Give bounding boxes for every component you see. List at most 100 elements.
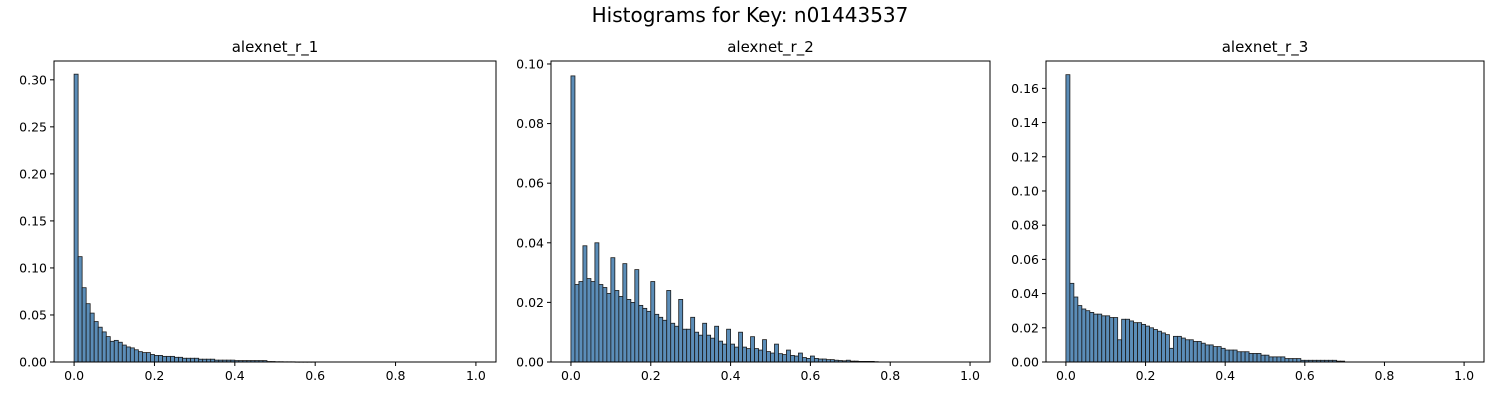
histogram-bar [1272, 356, 1278, 363]
histogram-bar [1232, 349, 1238, 363]
y-tick-label: 0.05 [19, 307, 47, 322]
histogram-bar [1292, 358, 1298, 363]
histogram-bar [686, 328, 692, 363]
histogram-bar [734, 346, 739, 363]
histogram-bar [762, 339, 767, 363]
histogram-bar [1149, 327, 1154, 363]
histogram-bar [570, 75, 576, 363]
histogram-bar [806, 358, 811, 363]
histogram-bar [113, 339, 119, 363]
histogram-bar [738, 331, 743, 363]
panel-title: alexnet_r_3 [1222, 38, 1309, 57]
histogram-bar [133, 349, 139, 363]
histogram-bar [1081, 308, 1087, 363]
histogram-bar [1280, 356, 1286, 363]
histogram-bar [586, 278, 592, 363]
histogram-bar [678, 299, 684, 363]
x-tick-label: 1.0 [960, 368, 980, 383]
histogram-bar [1200, 342, 1206, 363]
histogram-bar [742, 346, 747, 363]
y-tick-label: 0.20 [19, 166, 47, 181]
y-tick-label: 0.25 [19, 119, 47, 134]
y-tick-label: 0.16 [1011, 81, 1039, 96]
histogram-bar [650, 281, 656, 363]
histogram-bar [694, 331, 700, 363]
histogram-bar [770, 352, 775, 363]
histogram-bar [794, 355, 799, 363]
histogram-bar [746, 348, 751, 363]
histogram-bar [618, 296, 624, 363]
histogram-bar [1121, 318, 1127, 363]
histogram-bar [81, 287, 87, 363]
histogram-bar [614, 290, 620, 363]
histogram-bar [1244, 351, 1250, 363]
x-tick-label: 0.8 [386, 368, 406, 383]
histogram-bar [1208, 344, 1214, 363]
y-tick-label: 0.14 [1011, 115, 1039, 130]
histogram-bar [706, 334, 712, 363]
histogram-bar [174, 356, 179, 363]
histogram-bar [137, 351, 143, 363]
x-tick-label: 0.6 [305, 368, 325, 383]
histogram-bar [774, 343, 779, 363]
histogram-bar [726, 328, 731, 363]
y-tick-label: 0.15 [19, 213, 47, 228]
x-tick-label: 0.8 [1375, 368, 1395, 383]
histogram-bar [1157, 330, 1162, 363]
histogram-bar [1268, 356, 1274, 363]
x-tick-label: 0.6 [800, 368, 820, 383]
histogram-bar [1073, 296, 1079, 363]
y-tick-label: 0.02 [1011, 320, 1039, 335]
histogram-bar [642, 307, 648, 363]
axes-frame [53, 60, 497, 363]
histogram-bar [698, 334, 704, 363]
histogram-bar [1260, 354, 1266, 363]
histogram-bar [682, 328, 688, 363]
histogram-bar [782, 354, 787, 363]
axes-frame [550, 60, 991, 363]
histogram-panel-2: 0.0 0.2 0.4 0.6 0.8 1.0 0.00 0.02 0.04 0.06 0.08 0.… [516, 38, 991, 383]
histogram-bar [1097, 313, 1103, 363]
histogram-bar [758, 349, 763, 363]
histogram-bar [798, 352, 803, 363]
x-tick-label: 0.2 [641, 368, 661, 383]
histogram-bar [182, 357, 188, 363]
y-tick-label: 0.08 [1011, 218, 1039, 233]
histogram-bar [73, 73, 79, 363]
histogram-bar [1284, 358, 1290, 363]
histogram-bar [1145, 325, 1150, 363]
histogram-bar [1161, 332, 1166, 363]
histogram-bar [1248, 353, 1254, 363]
y-tick-label: 0.12 [1011, 149, 1039, 164]
y-tick-label: 0.06 [516, 176, 544, 191]
histogram-bar [574, 284, 580, 363]
histogram-bar [129, 347, 135, 363]
histogram-bar [1065, 74, 1071, 363]
histogram-bar [1196, 341, 1202, 363]
histogram-bar [1177, 335, 1182, 363]
axes-frame [1045, 60, 1485, 363]
histogram-bar [662, 319, 668, 363]
histogram-bar [626, 299, 632, 363]
histogram-bar [718, 340, 724, 363]
histogram-bar [1153, 329, 1158, 363]
histogram-bar [1085, 310, 1091, 363]
histogram-bar [814, 358, 819, 363]
histogram-bar [178, 356, 183, 363]
histogram-bar [117, 341, 123, 363]
histogram-bar [754, 348, 759, 363]
histogram-bar [638, 304, 644, 363]
histogram-bar [89, 312, 95, 363]
histogram-bar [125, 346, 131, 363]
histogram-bar [1276, 356, 1282, 363]
histogram-bar [602, 287, 608, 363]
histogram-bar [105, 336, 111, 363]
histogram-bar [1105, 315, 1111, 363]
histogram-bar [77, 256, 83, 363]
histogram-bar [786, 349, 791, 363]
y-tick-label: 0.08 [516, 116, 544, 131]
histogram-bar [598, 284, 604, 363]
histogram-bar [1117, 339, 1123, 363]
histogram-bar [1173, 335, 1178, 363]
